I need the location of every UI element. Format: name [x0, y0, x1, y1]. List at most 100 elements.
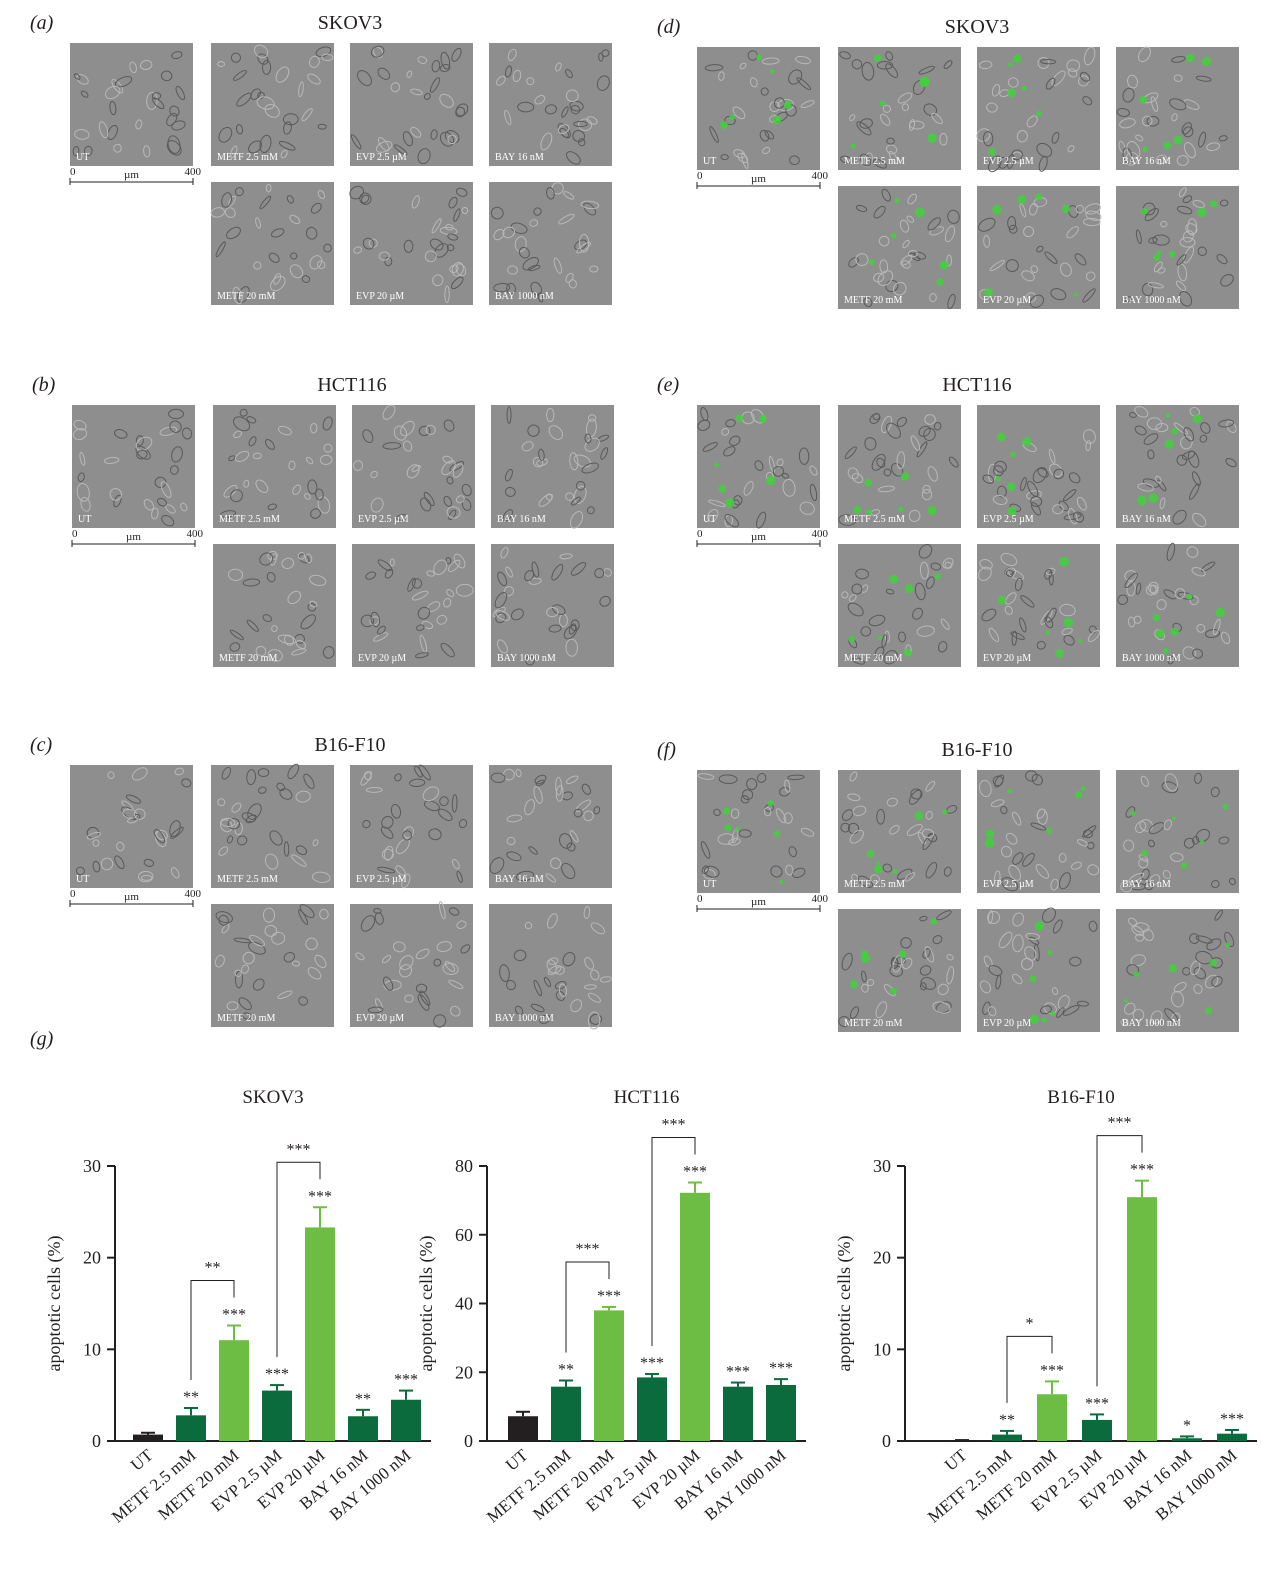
fluorescent-cell: [1029, 975, 1036, 982]
chart-title: SKOV3: [242, 1087, 303, 1108]
fluorescent-cell: [898, 507, 903, 512]
significance: **: [999, 1412, 1015, 1429]
fluorescent-cell: [1215, 608, 1225, 618]
fluorescent-cell: [1209, 959, 1217, 967]
fluorescent-cell: [995, 476, 1000, 481]
significance: *: [1183, 1417, 1191, 1434]
fluorescent-cell: [1181, 862, 1187, 868]
fluorescent-cell: [1202, 57, 1211, 66]
micrograph: EVP 2.5 µM: [977, 770, 1100, 894]
fluorescent-cell: [891, 233, 897, 239]
significance: ***: [1220, 1411, 1244, 1428]
fluorescent-cell: [915, 207, 925, 217]
significance: **: [355, 1391, 371, 1408]
fluorescent-cell: [942, 809, 947, 814]
scale-label: 0: [697, 893, 703, 905]
micrograph: BAY 1000 nM: [1116, 909, 1239, 1032]
fluorescent-cell: [997, 433, 1006, 442]
bar: [1082, 1420, 1112, 1441]
fluorescent-cell: [876, 861, 880, 865]
micrograph: BAY 1000 nM: [489, 180, 612, 305]
fluorescent-cell: [1022, 437, 1031, 446]
micrograph: METF 20 mM: [838, 186, 961, 309]
y-tick-label: 80: [455, 1156, 473, 1176]
panel-title: SKOV3: [945, 16, 1009, 38]
fluorescent-cell: [1064, 618, 1073, 627]
bracket-label: *: [1026, 1315, 1034, 1332]
fluorescent-cell: [1171, 428, 1178, 435]
bar: [1217, 1434, 1247, 1441]
micrograph: METF 20 mM: [838, 542, 961, 667]
significance: ***: [683, 1164, 707, 1181]
fluorescent-cell: [1035, 921, 1045, 931]
fluorescent-cell: [1010, 452, 1016, 458]
fluorescent-cell: [1141, 850, 1148, 857]
fluorescent-cell: [1047, 950, 1052, 955]
image-label: METF 20 mM: [217, 291, 275, 302]
bar: [262, 1391, 292, 1441]
fluorescent-cell: [1186, 594, 1192, 600]
fluorescent-cell: [919, 77, 929, 87]
fluorescent-cell: [720, 121, 728, 129]
x-tick-label: UT: [941, 1445, 971, 1475]
image-label: BAY 1000 nM: [495, 291, 554, 302]
significance: ***: [265, 1366, 289, 1383]
image-label: METF 2.5 mM: [217, 152, 278, 163]
significance: **: [183, 1389, 199, 1406]
fluorescent-cell: [850, 143, 855, 148]
fluorescent-cell: [1013, 55, 1021, 63]
image-background: [70, 43, 193, 166]
page: {"panels": [ {"label": "(a)", "title": "…: [0, 0, 1261, 1583]
scale-label: µm: [751, 531, 766, 543]
fluorescent-cell: [997, 596, 1005, 604]
micrograph: METF 20 mM: [210, 182, 334, 305]
image-background: [1116, 47, 1239, 170]
y-tick-label: 10: [873, 1339, 891, 1359]
image-label: METF 2.5 mM: [217, 874, 278, 885]
micrograph: EVP 2.5 µM: [350, 764, 473, 889]
fluorescent-cell: [915, 811, 924, 820]
fluorescent-cell: [1075, 791, 1083, 799]
y-tick-label: 0: [464, 1431, 473, 1451]
bar: [723, 1387, 753, 1441]
bracket-label: ***: [1108, 1115, 1132, 1132]
fluorescent-cell: [1007, 789, 1012, 794]
image-label: EVP 20 µM: [983, 295, 1031, 306]
scale-label: 400: [812, 170, 829, 182]
x-tick-label: UT: [127, 1445, 157, 1475]
y-tick-label: 10: [83, 1339, 101, 1359]
bar: [594, 1310, 624, 1441]
micrograph: EVP 20 µM: [976, 544, 1101, 667]
fluorescent-cell: [988, 148, 996, 156]
image-background: [213, 544, 336, 667]
micrograph: EVP 2.5 µM: [352, 403, 475, 528]
micrograph: METF 2.5 mM: [213, 405, 336, 528]
fluorescent-cell: [729, 115, 735, 121]
micrograph: BAY 1000 nM: [1116, 186, 1239, 309]
significance: ***: [640, 1355, 664, 1372]
micrograph: METF 20 mM: [211, 902, 334, 1027]
fluorescent-cell: [1169, 964, 1177, 972]
fluorescent-cell: [1148, 493, 1158, 503]
fluorescent-cell: [1035, 193, 1042, 200]
y-tick-label: 30: [873, 1156, 891, 1176]
micrograph: UT: [696, 405, 820, 529]
fluorescent-cell: [930, 918, 937, 925]
y-tick-label: 20: [873, 1248, 891, 1268]
panel-label: (b): [32, 374, 56, 396]
fluorescent-cell: [735, 414, 743, 422]
x-tick-label: UT: [502, 1445, 532, 1475]
image-label: EVP 2.5 µM: [983, 156, 1034, 167]
image-label: BAY 16 nM: [1122, 156, 1171, 167]
bracket-label: **: [205, 1260, 221, 1277]
fluorescent-cell: [986, 829, 995, 838]
fluorescent-cell: [1045, 630, 1050, 635]
image-label: EVP 2.5 µM: [358, 514, 409, 525]
significance: ***: [726, 1364, 750, 1381]
fluorescent-cell: [1130, 811, 1135, 816]
micrograph: METF 2.5 mM: [838, 770, 961, 893]
fluorescent-cell: [1081, 786, 1086, 791]
panel-label: (e): [657, 374, 680, 396]
fluorescent-cell: [1193, 414, 1202, 423]
micrograph: METF 2.5 mM: [211, 43, 334, 166]
